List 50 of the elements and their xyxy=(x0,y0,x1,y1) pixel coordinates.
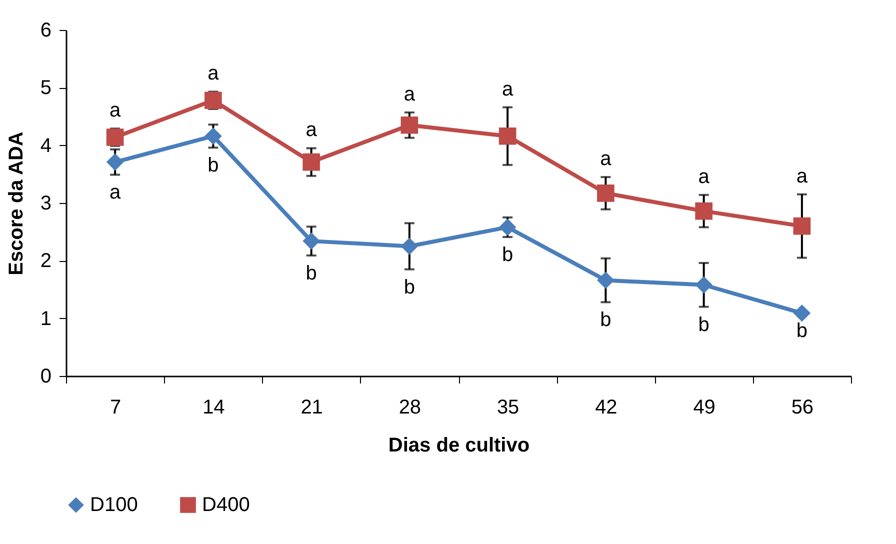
x-tick-label: 35 xyxy=(496,396,520,418)
x-tick-label: 28 xyxy=(398,396,422,418)
point xyxy=(106,153,124,171)
x-tick-label: 14 xyxy=(202,396,225,418)
data-label: a xyxy=(110,100,122,122)
point xyxy=(695,202,712,220)
data-label: a xyxy=(404,83,416,106)
y-tick-label: 2 xyxy=(40,250,52,272)
data-label: a xyxy=(306,119,318,142)
point xyxy=(793,304,811,322)
x-tick-label: 7 xyxy=(110,396,122,418)
data-label: b xyxy=(404,276,415,298)
y-tick-label: 3 xyxy=(40,192,52,214)
legend-label: D400 xyxy=(202,494,250,516)
point xyxy=(498,127,516,145)
point xyxy=(793,217,811,235)
data-label: a xyxy=(208,62,220,85)
y-tick-label: 5 xyxy=(40,77,52,100)
x-tick-label: 42 xyxy=(595,396,618,418)
point xyxy=(204,92,222,110)
data-label: b xyxy=(208,154,219,177)
data-label: b xyxy=(306,262,317,284)
point xyxy=(597,272,614,289)
data-label: a xyxy=(796,165,808,188)
point xyxy=(695,276,712,294)
data-label: a xyxy=(698,166,710,188)
data-label: a xyxy=(600,148,612,170)
point xyxy=(400,116,418,134)
point xyxy=(498,218,516,236)
x-tick-label: 21 xyxy=(300,396,323,418)
data-label: b xyxy=(600,309,612,332)
x-tick-label: 49 xyxy=(693,396,716,418)
data-label: a xyxy=(110,182,122,204)
x-axis-title: Dias de cultivo xyxy=(388,434,530,456)
point xyxy=(302,232,320,250)
data-label: b xyxy=(502,244,514,266)
point xyxy=(302,153,320,171)
data-label: b xyxy=(796,320,808,342)
point xyxy=(597,184,614,202)
data-label: b xyxy=(698,314,710,336)
y-tick-label: 6 xyxy=(40,20,52,42)
y-axis-title: Escore da ADA xyxy=(5,132,28,276)
y-tick-label: 1 xyxy=(40,308,52,330)
point xyxy=(400,238,418,255)
legend-label: D100 xyxy=(90,494,138,516)
point xyxy=(204,127,222,145)
y-tick-label: 4 xyxy=(40,134,52,157)
x-tick-label: 56 xyxy=(791,396,814,418)
y-tick-label: 0 xyxy=(40,366,52,388)
data-label: a xyxy=(502,78,514,100)
